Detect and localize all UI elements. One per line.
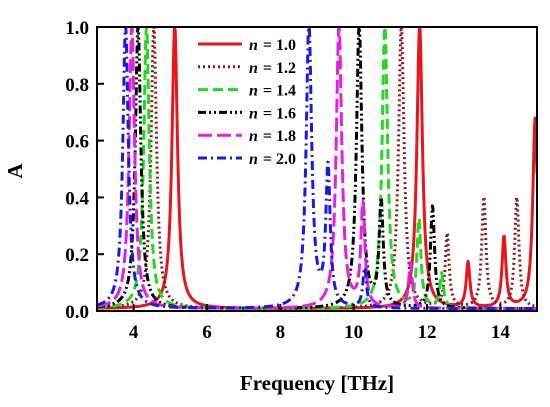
series-line-5 <box>97 27 537 311</box>
x-tick-label: 6 <box>202 322 212 343</box>
legend-value: = 1.0 <box>263 37 296 54</box>
series-line-0 <box>97 27 537 310</box>
legend-variable: n <box>249 60 258 77</box>
x-tick-label: 10 <box>344 322 363 343</box>
y-tick-label: 0.6 <box>65 132 89 153</box>
series-line-2 <box>97 27 537 311</box>
x-tick-label: 4 <box>129 322 139 343</box>
legend-label: n = 1.4 <box>249 83 296 100</box>
plot-frame <box>96 26 538 312</box>
legend-value: = 1.6 <box>263 105 296 122</box>
legend-label: n = 1.2 <box>249 60 296 77</box>
y-tick-label: 0.2 <box>65 245 89 266</box>
legend-variable: n <box>249 83 258 100</box>
x-axis-title: Frequency [THz] <box>240 371 394 395</box>
x-tick-label: 8 <box>276 322 286 343</box>
legend-label: n = 1.6 <box>249 105 296 122</box>
legend-variable: n <box>249 105 258 122</box>
y-tick-label: 0.0 <box>65 302 89 323</box>
series-line-1 <box>97 27 537 310</box>
y-axis: 0.0 0.2 0.4 0.6 0.8 1.0 <box>65 18 104 323</box>
y-tick-label: 0.8 <box>65 75 89 96</box>
y-axis-title: A <box>3 163 27 179</box>
y-tick-label: 0.4 <box>65 188 89 209</box>
legend-label: n = 1.8 <box>249 128 296 145</box>
legend-variable: n <box>249 151 258 168</box>
x-tick-label: 14 <box>491 322 511 343</box>
series-line-4 <box>97 27 537 311</box>
series-line-3 <box>97 27 537 311</box>
series-curves <box>97 27 537 311</box>
legend-label: n = 2.0 <box>249 151 296 168</box>
legend-value: = 2.0 <box>263 151 296 168</box>
legend: n = 1.0 n = 1.2 n = 1.4 n = 1.6 n = 1.8 n = 2.0 <box>198 37 296 168</box>
y-tick-label: 1.0 <box>65 18 89 39</box>
legend-value: = 1.8 <box>263 128 296 145</box>
legend-variable: n <box>249 37 258 54</box>
x-tick-label: 12 <box>418 322 437 343</box>
legend-label: n = 1.0 <box>249 37 296 54</box>
legend-variable: n <box>249 128 258 145</box>
legend-value: = 1.2 <box>263 60 296 77</box>
x-axis: 4 6 8 10 12 14 <box>129 304 510 343</box>
legend-value: = 1.4 <box>263 83 296 100</box>
